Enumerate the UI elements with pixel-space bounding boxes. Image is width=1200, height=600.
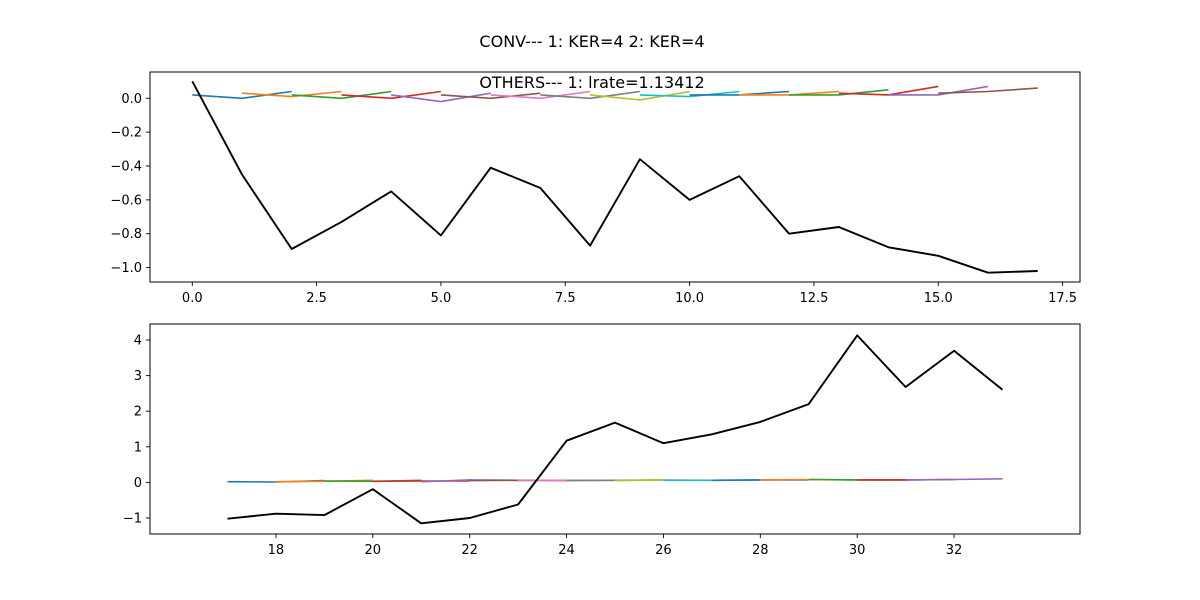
top-subplot: 0.0 2.5 5.0 7.5 10.0 12.5 15.0 17.5 0.0 −0.2 −0.4 −… <box>110 71 1081 306</box>
series-segment-line <box>440 92 541 100</box>
y-tick-label: 4 <box>134 334 142 349</box>
subplot-title: OTHERS--- 1: lrate=1.13412 <box>479 73 704 92</box>
series-segment-line <box>241 90 342 98</box>
x-tick-label: 24 <box>558 543 575 558</box>
x-tick-label: 0.0 <box>182 291 203 306</box>
x-tick-label: 20 <box>365 543 382 558</box>
series-segment-line <box>639 90 740 98</box>
series-segment-line <box>291 90 392 100</box>
axes-frame <box>149 71 1081 283</box>
y-tick-label: 0 <box>134 476 142 491</box>
series-segment-line <box>192 90 292 100</box>
series-segment-line <box>391 92 491 103</box>
x-tick-label: 26 <box>655 543 672 558</box>
y-tick-label: −1.0 <box>110 261 142 276</box>
series-segment-line <box>905 478 1003 481</box>
x-tick-label: 12.5 <box>799 291 828 306</box>
x-tick-label: 28 <box>752 543 769 558</box>
x-tick-label: 32 <box>946 543 963 558</box>
series-segment-line <box>888 85 989 96</box>
y-tick-label: −1 <box>123 511 142 526</box>
x-tick-label: 17.5 <box>1048 291 1077 306</box>
x-tick-label: 7.5 <box>555 291 576 306</box>
series-segment-line <box>590 90 690 101</box>
x-tick-label: 15.0 <box>924 291 953 306</box>
x-tick-label: 2.5 <box>306 291 327 306</box>
series-segment-line <box>540 90 641 100</box>
y-tick-label: 1 <box>134 440 142 455</box>
x-tick-label: 10.0 <box>675 291 704 306</box>
series-segment-line <box>789 89 889 96</box>
y-tick-label: 0.0 <box>121 92 142 107</box>
main-series-line <box>191 80 1038 274</box>
series-segment-line <box>490 90 591 100</box>
x-tick-label: 22 <box>461 543 478 558</box>
y-tick-label: −0.2 <box>110 126 142 141</box>
y-tick-label: −0.8 <box>110 227 142 242</box>
figure-suptitle: CONV--- 1: KER=4 2: KER=4 <box>479 32 704 51</box>
x-tick-label: 30 <box>849 543 866 558</box>
axes-frame <box>149 323 1081 535</box>
x-tick-label: 18 <box>268 543 285 558</box>
series-segment-line <box>341 90 442 100</box>
main-series-line <box>227 334 1004 525</box>
y-tick-label: 3 <box>134 369 142 384</box>
x-tick-label: 5.0 <box>431 291 452 306</box>
y-tick-label: −0.6 <box>110 193 142 208</box>
y-tick-label: −0.4 <box>110 159 142 174</box>
series-segment-line <box>938 87 1038 94</box>
y-tick-label: 2 <box>134 405 142 420</box>
